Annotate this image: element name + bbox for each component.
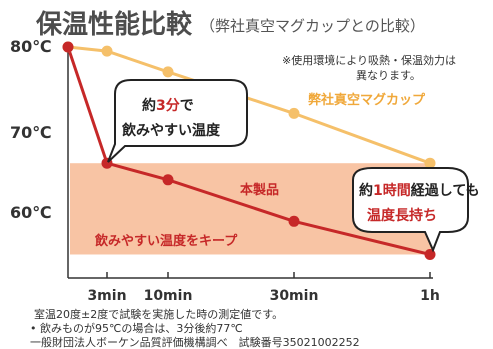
x-ticks: 3min 10min 30min 1h bbox=[87, 272, 440, 304]
x-tick-label-2: 30min bbox=[270, 288, 319, 304]
usage-note-line1: ※使用環境により吸熱・保温効力は bbox=[282, 53, 456, 67]
data-point-competitor-2 bbox=[162, 66, 174, 78]
data-point-competitor-3 bbox=[288, 107, 300, 119]
data-point-competitor-1 bbox=[101, 45, 113, 57]
series-label-product: 本製品 bbox=[240, 182, 279, 198]
callout-bubble-3min: 約3分で 飲みやすい温度 bbox=[107, 79, 248, 163]
bubble-left-line1: 約3分で bbox=[142, 97, 194, 114]
data-point-product-3 bbox=[288, 215, 300, 227]
bubble-right-line2: 温度長持ち bbox=[367, 207, 437, 224]
bubble-left-line2: 飲みやすい温度 bbox=[121, 122, 221, 139]
footnote-3: 一般財団法人ボーケン品質評価機構調べ 試験番号35021002252 bbox=[30, 335, 360, 349]
footnote-2: • 飲みものが95℃の場合は、3分後約77℃ bbox=[30, 321, 243, 335]
x-tick-label-1: 10min bbox=[144, 288, 193, 304]
data-point-product-4 bbox=[424, 249, 436, 260]
usage-note-line2: 異なります。 bbox=[356, 69, 421, 82]
y-tick-80: 80℃ bbox=[10, 37, 52, 56]
y-tick-70: 70℃ bbox=[10, 123, 52, 142]
bubble-right-prefix: 約 bbox=[359, 182, 373, 199]
data-point-product-0 bbox=[62, 41, 74, 53]
band-label: 飲みやすい温度をキープ bbox=[94, 233, 238, 249]
bubble-right-line1: 約1時間経過しても bbox=[359, 182, 480, 199]
data-point-product-2 bbox=[162, 174, 174, 186]
x-tick-label-0: 3min bbox=[87, 288, 126, 304]
footnote-1: 室温20度±2度で試験を実施した時の測定値です。 bbox=[34, 307, 283, 321]
bubble-left-suffix: で bbox=[180, 98, 194, 114]
series-label-competitor: 弊社真空マグカップ bbox=[308, 92, 426, 108]
y-tick-60: 60℃ bbox=[10, 203, 52, 222]
bubble-left-emphasis: 3分 bbox=[156, 98, 180, 114]
bubble-right-suffix: 経過しても bbox=[411, 182, 480, 199]
x-tick-label-3: 1h bbox=[420, 288, 440, 304]
bubble-left-prefix: 約 bbox=[142, 97, 156, 114]
data-point-competitor-4 bbox=[424, 157, 436, 169]
bubble-right-emphasis: 1時間 bbox=[373, 182, 411, 199]
chart-title: 保温性能比較 bbox=[35, 9, 193, 40]
chart-subtitle: （弊社真空マグカップとの比較） bbox=[200, 17, 425, 35]
callout-bubble-1h: 約1時間経過しても 温度長持ち bbox=[352, 167, 480, 253]
